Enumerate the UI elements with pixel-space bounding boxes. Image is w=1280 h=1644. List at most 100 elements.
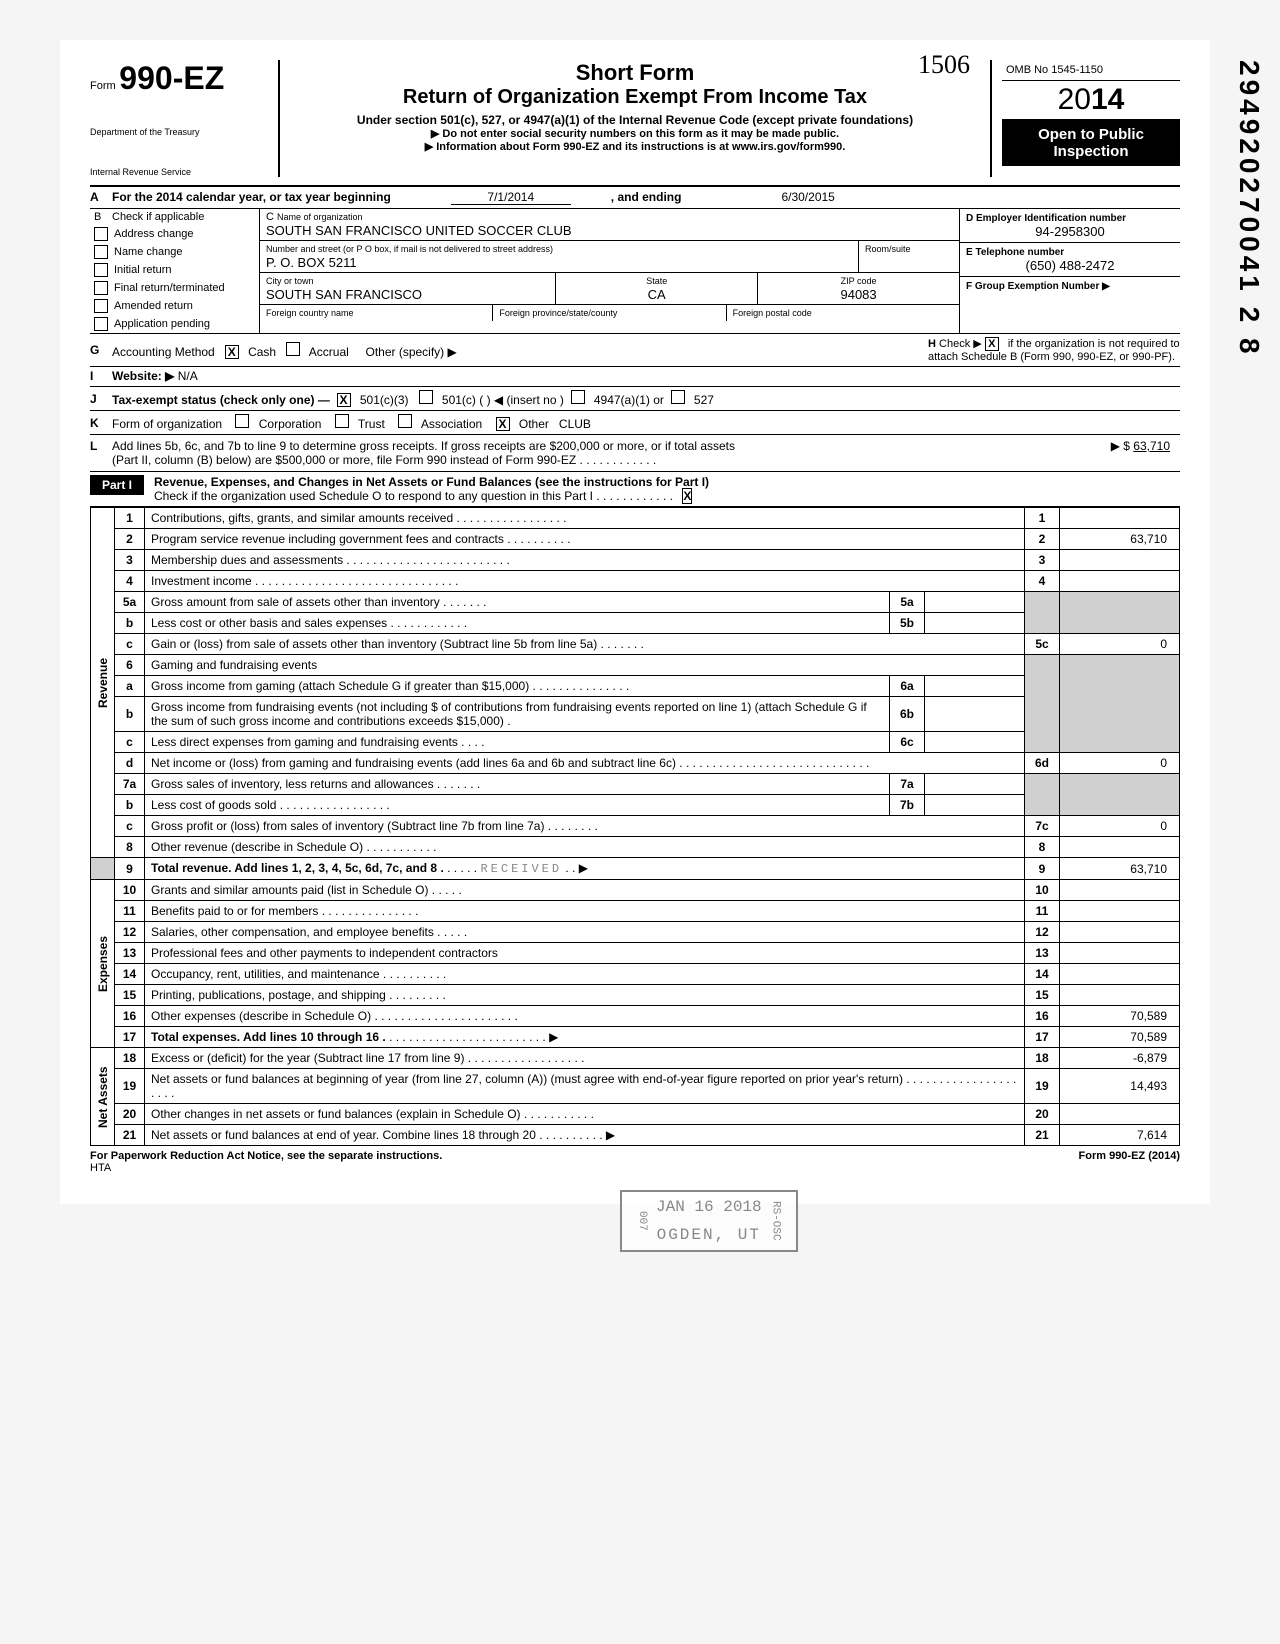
line-6d: d Net income or (loss) from gaming and f… — [91, 753, 1180, 774]
label-other-org: Other — [519, 417, 549, 431]
num-8: 8 — [115, 837, 145, 858]
sub-6a: 6a — [890, 676, 925, 697]
line-6: 6 Gaming and fundraising events — [91, 655, 1180, 676]
val-18: -6,879 — [1060, 1048, 1180, 1069]
line-8: 8 Other revenue (describe in Schedule O)… — [91, 837, 1180, 858]
checkbox-527[interactable] — [671, 390, 685, 404]
num-19: 19 — [115, 1069, 145, 1104]
rnum-12: 12 — [1025, 922, 1060, 943]
rnum-4: 4 — [1025, 571, 1060, 592]
num-2: 2 — [115, 529, 145, 550]
stamp-date: JAN 16 2018 — [656, 1198, 762, 1216]
val-4 — [1060, 571, 1180, 592]
subval-5b — [925, 613, 1025, 634]
part1-checkbox[interactable]: X — [682, 488, 692, 504]
subval-7b — [925, 795, 1025, 816]
checkbox-other-org[interactable] — [496, 417, 510, 431]
stamp-location: OGDEN, UT — [656, 1226, 762, 1244]
rnum-5c: 5c — [1025, 634, 1060, 655]
checkbox-501c[interactable] — [419, 390, 433, 404]
val-14 — [1060, 964, 1180, 985]
label-final-return: Final return/terminated — [114, 282, 225, 294]
subval-7a — [925, 774, 1025, 795]
val-21: 7,614 — [1060, 1125, 1180, 1146]
header-left: Form 990-EZ Department of the Treasury I… — [90, 60, 280, 177]
checkbox-trust[interactable] — [335, 414, 349, 428]
label-527: 527 — [694, 393, 714, 407]
checkbox-corp[interactable] — [235, 414, 249, 428]
website-label: Website: ▶ — [112, 369, 174, 383]
checkbox-h[interactable] — [985, 337, 999, 351]
checkbox-assoc[interactable] — [398, 414, 412, 428]
line-4: 4 Investment income . . . . . . . . . . … — [91, 571, 1180, 592]
desc-10: Grants and similar amounts paid (list in… — [151, 883, 435, 897]
phone-value: (650) 488-2472 — [966, 258, 1174, 273]
checkbox-pending[interactable] — [94, 317, 108, 331]
row-h-text: Check ▶ — [939, 338, 982, 350]
num-5b: b — [115, 613, 145, 634]
desc-4: Investment income . — [151, 574, 258, 588]
title-short-form: Short Form — [290, 60, 980, 86]
row-k: K Form of organization Corporation Trust… — [90, 411, 1180, 435]
checkbox-amended[interactable] — [94, 299, 108, 313]
num-11: 11 — [115, 901, 145, 922]
subval-6c — [925, 732, 1025, 753]
subval-6b — [925, 697, 1025, 732]
val-1 — [1060, 508, 1180, 529]
desc-12: Salaries, other compensation, and employ… — [151, 925, 441, 939]
checkbox-address-change[interactable] — [94, 227, 108, 241]
val-15 — [1060, 985, 1180, 1006]
year-bold: 14 — [1091, 83, 1124, 116]
label-trust: Trust — [358, 417, 385, 431]
row-l-text2: (Part II, column (B) below) are $500,000… — [112, 453, 576, 467]
num-6: 6 — [115, 655, 145, 676]
checkbox-accrual[interactable] — [286, 342, 300, 356]
tax-year-begin: 7/1/2014 — [451, 190, 571, 205]
sub-5b: 5b — [890, 613, 925, 634]
val-3 — [1060, 550, 1180, 571]
foreign-province-label: Foreign province/state/county — [499, 308, 617, 318]
year-prefix: 20 — [1058, 83, 1091, 116]
line-5a: 5a Gross amount from sale of assets othe… — [91, 592, 1180, 613]
checkbox-cash[interactable] — [225, 345, 239, 359]
stamp-side1: 007 — [636, 1211, 648, 1231]
checkbox-initial-return[interactable] — [94, 263, 108, 277]
form-name-line: Form 990-EZ — [90, 60, 268, 97]
side-blank-9 — [91, 858, 115, 880]
row-l-arrow: ▶ $ — [1111, 439, 1130, 453]
other-org-value: CLUB — [559, 417, 591, 431]
desc-14: Occupancy, rent, utilities, and maintena… — [151, 967, 386, 981]
checkbox-name-change[interactable] — [94, 245, 108, 259]
val-20 — [1060, 1104, 1180, 1125]
shadeval-7 — [1060, 774, 1180, 816]
num-12: 12 — [115, 922, 145, 943]
state-label: State — [646, 276, 667, 286]
label-501c: 501(c) ( — [442, 393, 483, 407]
title-return: Return of Organization Exempt From Incom… — [290, 86, 980, 109]
num-1: 1 — [115, 508, 145, 529]
val-8 — [1060, 837, 1180, 858]
main-table: Revenue 1 Contributions, gifts, grants, … — [90, 507, 1180, 1146]
rnum-21: 21 — [1025, 1125, 1060, 1146]
line-10: Expenses 10 Grants and similar amounts p… — [91, 880, 1180, 901]
checkbox-final-return[interactable] — [94, 281, 108, 295]
rnum-3: 3 — [1025, 550, 1060, 571]
row-h-box: H Check ▶ if the organization is not req… — [920, 337, 1180, 363]
shadeval-6 — [1060, 655, 1180, 753]
checkbox-4947[interactable] — [571, 390, 585, 404]
num-15: 15 — [115, 985, 145, 1006]
checkbox-501c3[interactable] — [337, 393, 351, 407]
part1-label: Part I — [90, 475, 144, 495]
subtitle-ssn: ▶ Do not enter social security numbers o… — [290, 127, 980, 140]
header-right: OMB No 1545-1150 2014 Open to Public Ins… — [990, 60, 1180, 177]
stamp-side2: RS-OSC — [770, 1201, 782, 1241]
tax-year-end: 6/30/2015 — [781, 190, 834, 205]
line-5c: c Gain or (loss) from sale of assets oth… — [91, 634, 1180, 655]
subval-5a — [925, 592, 1025, 613]
line-6b: b Gross income from fundraising events (… — [91, 697, 1180, 732]
line-16: 16 Other expenses (describe in Schedule … — [91, 1006, 1180, 1027]
sub-6c: 6c — [890, 732, 925, 753]
col-b-heading: Check if applicable — [112, 211, 204, 223]
foreign-postal-label: Foreign postal code — [733, 308, 812, 318]
subval-6a — [925, 676, 1025, 697]
